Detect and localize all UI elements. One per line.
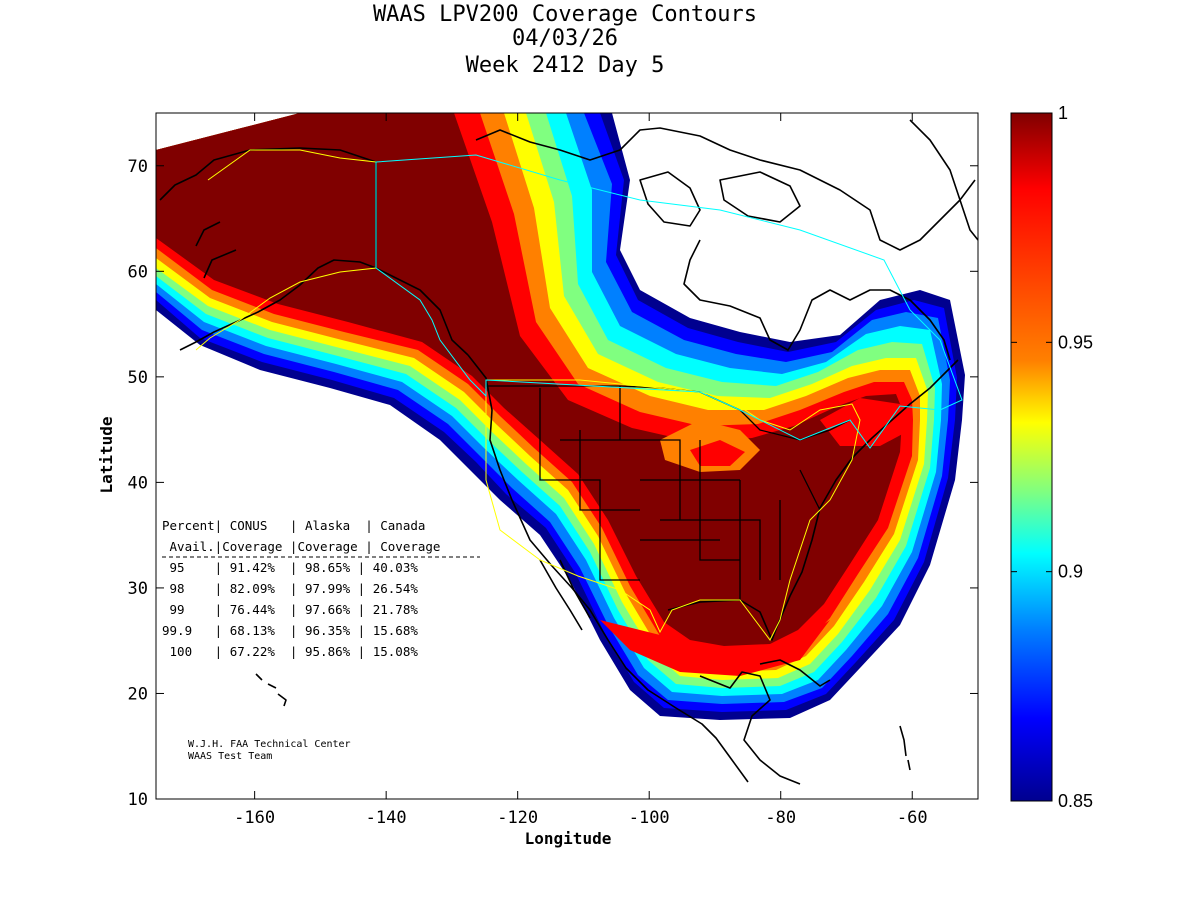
coastline-islands-2	[719, 171, 801, 223]
coastline-hudson	[683, 239, 951, 361]
title-line-2: 04/03/26	[512, 26, 618, 51]
coastline-alaska	[159, 147, 469, 356]
colorbar	[1010, 112, 1053, 802]
x-tick-label: -120	[497, 808, 538, 828]
coastline-arctic	[475, 127, 976, 251]
coastline-west	[467, 354, 749, 783]
title-line-1: WAAS LPV200 Coverage Contours	[373, 2, 757, 27]
x-tick-label: -140	[366, 808, 407, 828]
coastline-islands-1	[639, 171, 701, 227]
y-tick-label: 20	[128, 684, 148, 704]
x-axis-ticks: -160 -140 -120 -100 -80 -60	[234, 113, 928, 828]
y-tick-label: 40	[128, 473, 148, 493]
x-tick-label: -60	[897, 808, 928, 828]
y-axis-ticks: 10 20 30 40 50 60 70	[128, 157, 978, 810]
table-row: 100 | 67.22% | 95.86% | 15.08%	[162, 644, 418, 659]
colorbar-tick-label: 0.95	[1058, 332, 1093, 352]
table-row: 95 | 91.42% | 98.65% | 40.03%	[162, 560, 418, 575]
coastline-caribbean	[899, 725, 911, 771]
region-outlines	[195, 149, 963, 641]
y-axis-label: Latitude	[97, 416, 116, 493]
x-tick-label: -160	[234, 808, 275, 828]
y-tick-label: 50	[128, 368, 148, 388]
table-row: 99 | 76.44% | 97.66% | 21.78%	[162, 602, 418, 617]
table-header-1: Percent| CONUS | Alaska | Canada	[162, 518, 425, 533]
x-tick-label: -100	[629, 808, 670, 828]
y-tick-label: 60	[128, 262, 148, 282]
table-header-2: Avail.|Coverage |Coverage | Coverage	[162, 539, 440, 554]
colorbar-tick-label: 0.9	[1058, 562, 1083, 582]
alaska-outline	[195, 149, 377, 351]
y-tick-label: 30	[128, 579, 148, 599]
table-row: 99.9 | 68.13% | 96.35% | 15.68%	[162, 623, 418, 638]
x-axis-label: Longitude	[525, 829, 612, 848]
colorbar-ticks: 1 0.95 0.9 0.85	[1011, 103, 1093, 811]
coastline-yucatan	[699, 671, 801, 785]
coastline-hawaii	[255, 673, 287, 707]
colorbar-tick-label: 1	[1058, 103, 1068, 123]
coastline-cuba	[759, 659, 831, 687]
coverage-table: Percent| CONUS | Alaska | Canada Avail.|…	[162, 518, 480, 659]
credit-line-1: W.J.H. FAA Technical Center	[188, 739, 351, 750]
conus-outline	[485, 379, 861, 641]
y-tick-label: 10	[128, 790, 148, 810]
credit-line-2: WAAS Test Team	[188, 751, 272, 762]
plot-frame	[155, 112, 979, 800]
y-tick-label: 70	[128, 157, 148, 177]
canada-outline	[375, 154, 963, 449]
contour-ne-band	[820, 398, 910, 446]
x-tick-label: -80	[765, 808, 796, 828]
colorbar-tick-label: 0.85	[1058, 791, 1093, 811]
table-row: 98 | 82.09% | 97.99% | 26.54%	[162, 581, 418, 596]
coastline-gulf-east	[667, 359, 959, 641]
title-line-3: Week 2412 Day 5	[466, 53, 665, 78]
coastline-greenland	[909, 119, 978, 241]
coverage-map	[156, 113, 978, 799]
contour-lake-core	[690, 440, 745, 466]
coastlines	[159, 119, 978, 785]
